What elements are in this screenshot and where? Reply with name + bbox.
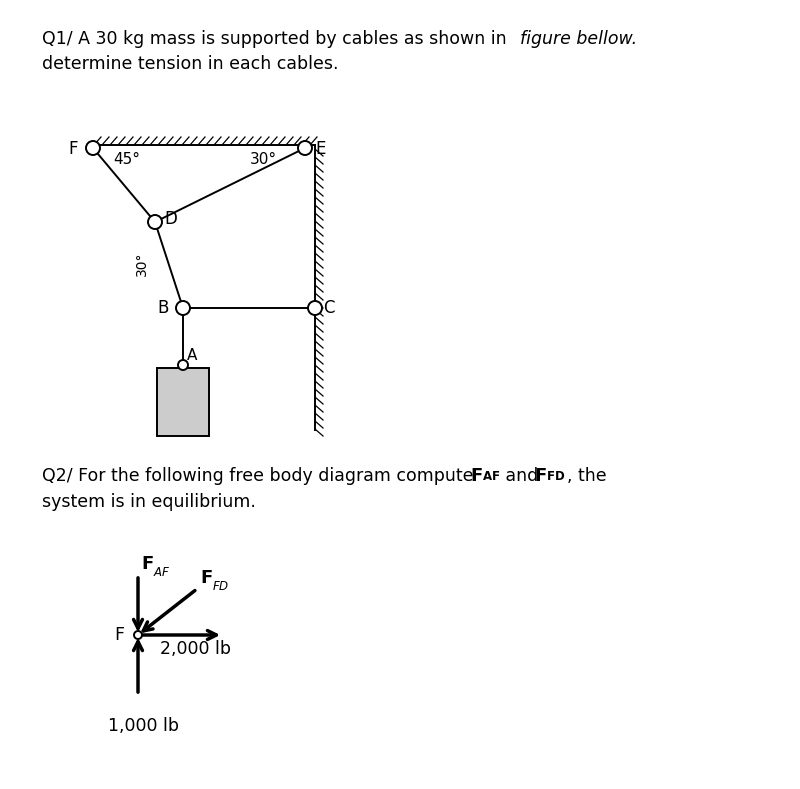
Text: and: and: [500, 467, 544, 485]
Text: $\mathbf{F}$: $\mathbf{F}$: [470, 467, 482, 485]
Text: 30°: 30°: [250, 152, 277, 167]
Text: $\mathit{AF}$: $\mathit{AF}$: [153, 566, 170, 579]
Text: Q1/ A 30 kg mass is supported by cables as shown in: Q1/ A 30 kg mass is supported by cables …: [42, 30, 512, 48]
Text: $\mathbf{FD}$: $\mathbf{FD}$: [546, 470, 565, 483]
Text: figure bellow.: figure bellow.: [520, 30, 637, 48]
Text: determine tension in each cables.: determine tension in each cables.: [42, 55, 338, 73]
Text: C: C: [323, 299, 334, 317]
Text: E: E: [315, 140, 326, 158]
Text: $\mathbf{F}$: $\mathbf{F}$: [534, 467, 546, 485]
Text: system is in equilibrium.: system is in equilibrium.: [42, 493, 256, 511]
Text: F: F: [114, 626, 124, 644]
Circle shape: [134, 631, 142, 639]
Text: 2,000 lb: 2,000 lb: [160, 640, 231, 658]
Text: $\mathit{FD}$: $\mathit{FD}$: [212, 580, 230, 593]
Text: 45°: 45°: [113, 152, 140, 167]
Circle shape: [308, 301, 322, 315]
Text: , the: , the: [567, 467, 606, 485]
Text: 1,000 lb: 1,000 lb: [108, 717, 179, 735]
Circle shape: [86, 141, 100, 155]
Text: 30°: 30°: [135, 252, 149, 276]
Circle shape: [176, 301, 190, 315]
Text: $\mathbf{F}$: $\mathbf{F}$: [141, 555, 154, 573]
Circle shape: [298, 141, 312, 155]
Text: D: D: [164, 210, 177, 228]
Text: $\mathbf{AF}$: $\mathbf{AF}$: [482, 470, 500, 483]
Text: Q2/ For the following free body diagram compute: Q2/ For the following free body diagram …: [42, 467, 479, 485]
Text: $\mathbf{F}$: $\mathbf{F}$: [200, 569, 213, 587]
Text: A: A: [187, 348, 198, 363]
Circle shape: [178, 360, 188, 370]
Circle shape: [148, 215, 162, 229]
Text: F: F: [69, 140, 78, 158]
Bar: [157, 368, 209, 436]
Text: B: B: [158, 299, 169, 317]
